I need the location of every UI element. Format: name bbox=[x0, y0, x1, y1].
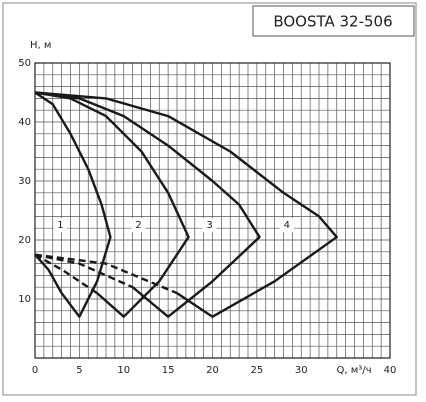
curve bbox=[34, 253, 98, 295]
curve-label: 4 bbox=[284, 220, 290, 231]
curve-label-bg bbox=[53, 218, 68, 233]
title-box bbox=[252, 5, 415, 37]
y-tick-label: 50 bbox=[18, 58, 31, 69]
x-tick-label: 15 bbox=[162, 365, 175, 376]
curve bbox=[34, 253, 178, 295]
y-tick-label: 40 bbox=[18, 117, 31, 128]
curve-label-bg bbox=[279, 218, 294, 233]
y-tick-label: 10 bbox=[18, 294, 31, 305]
y-tick-label: 30 bbox=[18, 176, 31, 187]
y-tick-label: 20 bbox=[18, 235, 31, 246]
plot-border bbox=[34, 62, 391, 359]
x-tick-label: 0 bbox=[32, 365, 38, 376]
x-tick-label: 40 bbox=[384, 365, 397, 376]
x-tick-label: 30 bbox=[295, 365, 308, 376]
x-tick-label: 25 bbox=[251, 365, 264, 376]
curve bbox=[34, 91, 338, 318]
y-axis-label: H, м bbox=[30, 40, 51, 51]
x-tick-label: 10 bbox=[117, 365, 130, 376]
curve-label: 3 bbox=[206, 220, 212, 231]
curve bbox=[34, 91, 261, 318]
curve bbox=[34, 91, 112, 318]
x-tick-label: 5 bbox=[76, 365, 82, 376]
curve-label: 2 bbox=[135, 220, 141, 231]
chart-title: BOOSTA 32-506 bbox=[273, 13, 392, 31]
curve-label: 1 bbox=[57, 220, 63, 231]
x-axis-label: Q, м³/ч bbox=[336, 365, 371, 376]
frame bbox=[2, 2, 417, 396]
curve-label-bg bbox=[131, 218, 146, 233]
curve bbox=[34, 91, 190, 318]
x-tick-label: 20 bbox=[206, 365, 219, 376]
curve-label-bg bbox=[202, 218, 217, 233]
